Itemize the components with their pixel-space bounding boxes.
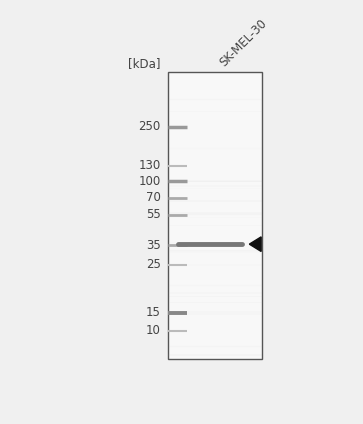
Text: 55: 55 (146, 208, 161, 221)
Text: 15: 15 (146, 306, 161, 319)
Polygon shape (249, 237, 261, 251)
Text: 250: 250 (138, 120, 161, 133)
Bar (168, 72, 262, 360)
Text: SK-MEL-30: SK-MEL-30 (217, 17, 269, 69)
Text: 70: 70 (146, 191, 161, 204)
Text: 35: 35 (146, 239, 161, 251)
Text: 130: 130 (138, 159, 161, 172)
Text: 100: 100 (138, 175, 161, 188)
Text: 25: 25 (146, 258, 161, 271)
Text: 10: 10 (146, 324, 161, 337)
Text: [kDa]: [kDa] (128, 58, 161, 70)
